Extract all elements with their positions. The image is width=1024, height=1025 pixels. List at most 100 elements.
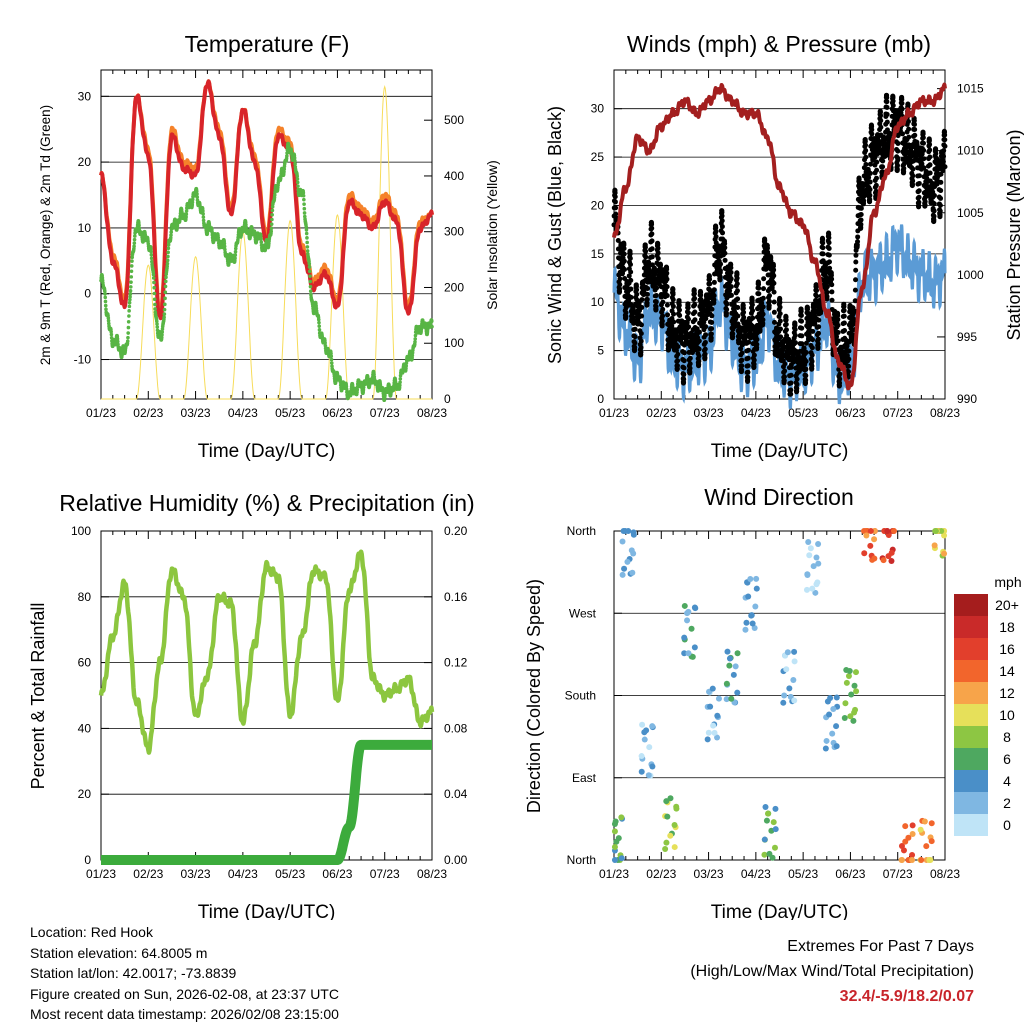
dewpoint-point [166, 250, 170, 255]
gust-point [884, 111, 890, 117]
dewpoint-point [302, 202, 306, 206]
y-tick-label: West [569, 606, 597, 620]
dewpoint-point [269, 222, 274, 226]
y-tick-label: 10 [591, 295, 605, 309]
x-tick-label: 08/23 [417, 406, 447, 420]
direction-point [753, 585, 760, 592]
gust-point [858, 205, 864, 211]
gust-point [841, 313, 847, 319]
y-tick-label-right: 0.20 [444, 524, 468, 538]
gust-point [649, 254, 655, 260]
dewpoint-point [302, 197, 306, 202]
gust-point [741, 314, 747, 320]
dewpoint-point [166, 246, 171, 251]
gust-point [895, 148, 901, 154]
dewpoint-point [244, 222, 248, 227]
gust-point [626, 298, 632, 304]
direction-point [790, 677, 797, 684]
gust-point [632, 344, 638, 350]
direction-point [765, 810, 772, 817]
dewpoint-point [305, 245, 310, 249]
direction-point [851, 709, 858, 716]
gust-point [745, 347, 751, 353]
gust-point [799, 318, 805, 324]
gust-point [938, 188, 944, 194]
gust-point [863, 148, 869, 154]
dewpoint-point [152, 285, 156, 290]
gust-point [735, 304, 741, 310]
dewpoint-point [165, 261, 170, 266]
dewpoint-point [301, 191, 306, 195]
gust-point [685, 310, 691, 316]
direction-point [871, 555, 878, 562]
direction-point [762, 804, 769, 811]
gust-point [649, 231, 655, 237]
dewpoint-point [127, 304, 132, 309]
direction-point [791, 697, 798, 704]
direction-point [747, 576, 754, 583]
dewpoint-point [216, 235, 221, 240]
gust-point [632, 334, 638, 340]
gust-point [739, 350, 745, 356]
dewpoint-point [295, 177, 300, 181]
gust-point [863, 142, 869, 148]
gust-point [826, 235, 832, 241]
gust-point [814, 288, 820, 294]
meteogram-figure: 01/23 02/23 03/23 04/23 05/23 06/23 07/23 08/23… [28, 31, 1024, 920]
gust-point [687, 355, 693, 361]
gust-point [798, 312, 804, 318]
gust-point [740, 305, 746, 311]
gust-point [826, 246, 832, 252]
dewpoint-point [282, 169, 286, 174]
x-tick-label: 07/23 [883, 406, 913, 420]
dewpoint-point [103, 299, 108, 304]
dewpoint-point [201, 212, 205, 216]
gust-point [675, 363, 681, 369]
gust-point [777, 299, 783, 305]
gust-point [642, 244, 648, 250]
direction-point [845, 672, 852, 679]
y-tick-label-right: 990 [957, 392, 977, 406]
gust-point [810, 328, 816, 334]
direction-point [730, 671, 737, 678]
gust-point [676, 307, 682, 313]
dewpoint-point [184, 215, 188, 219]
gust-point [722, 257, 728, 263]
gust-point [691, 291, 697, 297]
station-elevation: Station elevation: 64.8005 m [30, 944, 208, 961]
gust-point [756, 285, 762, 291]
gust-point [878, 124, 884, 130]
direction-point [684, 617, 691, 624]
x-tick-label: 02/23 [646, 406, 676, 420]
dewpoint-point [103, 303, 108, 308]
gust-point [912, 132, 918, 138]
dewpoint-point [269, 229, 274, 234]
dewpoint-point [166, 254, 170, 259]
direction-point [715, 695, 722, 702]
gust-point [638, 338, 644, 344]
direction-point [890, 528, 897, 534]
direction-point [667, 832, 674, 839]
gust-point [931, 193, 937, 199]
gust-point [728, 269, 734, 275]
gust-point [922, 199, 928, 205]
gust-point [792, 340, 798, 346]
gust-point [783, 317, 789, 323]
chart-title: Relative Humidity (%) & Precipitation (i… [59, 490, 474, 516]
colorbar-swatch [954, 792, 988, 814]
dewpoint-point [270, 208, 275, 213]
direction-point [749, 620, 756, 627]
dewpoint-point [151, 276, 156, 280]
y-axis-label-left: Percent & Total Rainfall [28, 603, 48, 790]
gust-point [677, 312, 683, 318]
y-axis-label-right: Station Pressure (Maroon) [1004, 129, 1024, 340]
x-tick-label: 05/23 [275, 406, 305, 420]
gust-point [820, 245, 826, 251]
y-tick-label-right: 500 [444, 113, 464, 127]
gust-point [794, 381, 800, 387]
dewpoint-point [317, 324, 322, 328]
gust-point [841, 307, 847, 313]
direction-point [772, 805, 779, 812]
gust-point [783, 327, 789, 333]
gust-point [794, 376, 800, 382]
